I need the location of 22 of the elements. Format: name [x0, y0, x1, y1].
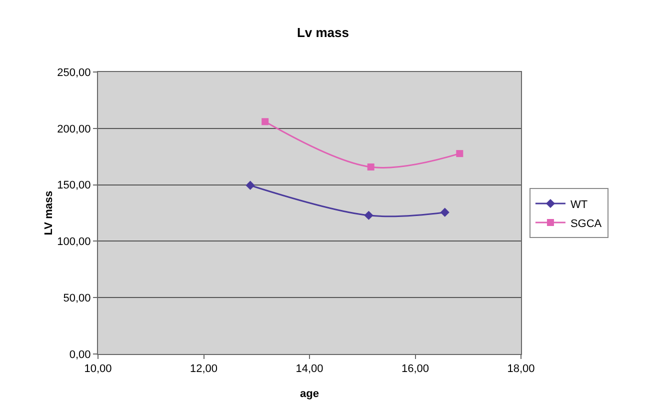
- y-axis-title: LV mass: [43, 190, 56, 236]
- legend-label: WT: [570, 198, 588, 211]
- point: [456, 150, 464, 158]
- x-tick-label: 14,00: [296, 363, 324, 376]
- y-tick-label: 50,00: [63, 292, 91, 304]
- x-tick-label: 10,00: [84, 363, 112, 376]
- point: [364, 210, 374, 220]
- y-tick-label: 200,00: [57, 123, 91, 136]
- point: [367, 163, 374, 170]
- point: [440, 208, 450, 217]
- x-tick-label: 12,00: [190, 363, 218, 376]
- x-axis-title: age: [300, 388, 319, 400]
- y-tick-label: 0,00: [69, 348, 91, 361]
- x-tick-label: 16,00: [401, 363, 430, 376]
- y-tick-label: 150,00: [57, 180, 91, 192]
- x-tick-label: 18,00: [507, 363, 535, 376]
- point: [246, 180, 255, 190]
- point: [262, 118, 269, 126]
- chart-title: Lv mass: [296, 25, 350, 40]
- y-tick-label: 250,00: [57, 66, 91, 79]
- legend-label: SGCA: [570, 218, 602, 230]
- y-tick-label: 100,00: [57, 236, 91, 248]
